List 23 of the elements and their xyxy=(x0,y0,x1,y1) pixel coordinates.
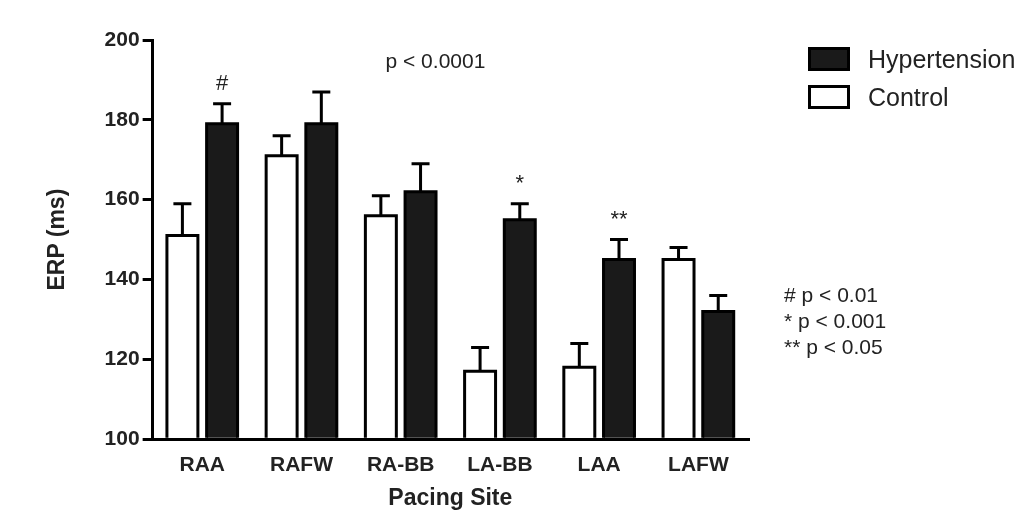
legend-label: Control xyxy=(868,82,949,112)
x-axis-title: Pacing Site xyxy=(388,483,513,510)
text: # p < 0.01 xyxy=(784,282,879,308)
y-tick-label: 180 xyxy=(104,106,140,130)
text: ** p < 0.05 xyxy=(784,334,884,360)
x-tick-label: RAFW xyxy=(269,451,334,475)
legend-label: Hypertension xyxy=(868,44,1016,74)
y-tick-label: 100 xyxy=(104,426,140,449)
annotation: # xyxy=(215,69,229,95)
annotation: ** xyxy=(610,205,628,231)
y-tick-label: 120 xyxy=(104,346,140,370)
y-tick-label: 160 xyxy=(104,186,140,210)
annotation: * xyxy=(515,169,525,195)
text: * p < 0.001 xyxy=(784,308,887,334)
x-tick-label: RAA xyxy=(179,451,225,475)
y-tick-label: 200 xyxy=(104,26,140,50)
x-tick-label: RA-BB xyxy=(366,451,435,475)
x-tick-label: LAA xyxy=(577,451,621,475)
y-axis-title: ERP (ms) xyxy=(43,188,70,291)
x-tick-label: LA-BB xyxy=(467,451,533,475)
x-tick-label: LAFW xyxy=(668,451,729,475)
y-tick-label: 140 xyxy=(104,266,140,290)
annotation: p < 0.0001 xyxy=(385,49,486,72)
